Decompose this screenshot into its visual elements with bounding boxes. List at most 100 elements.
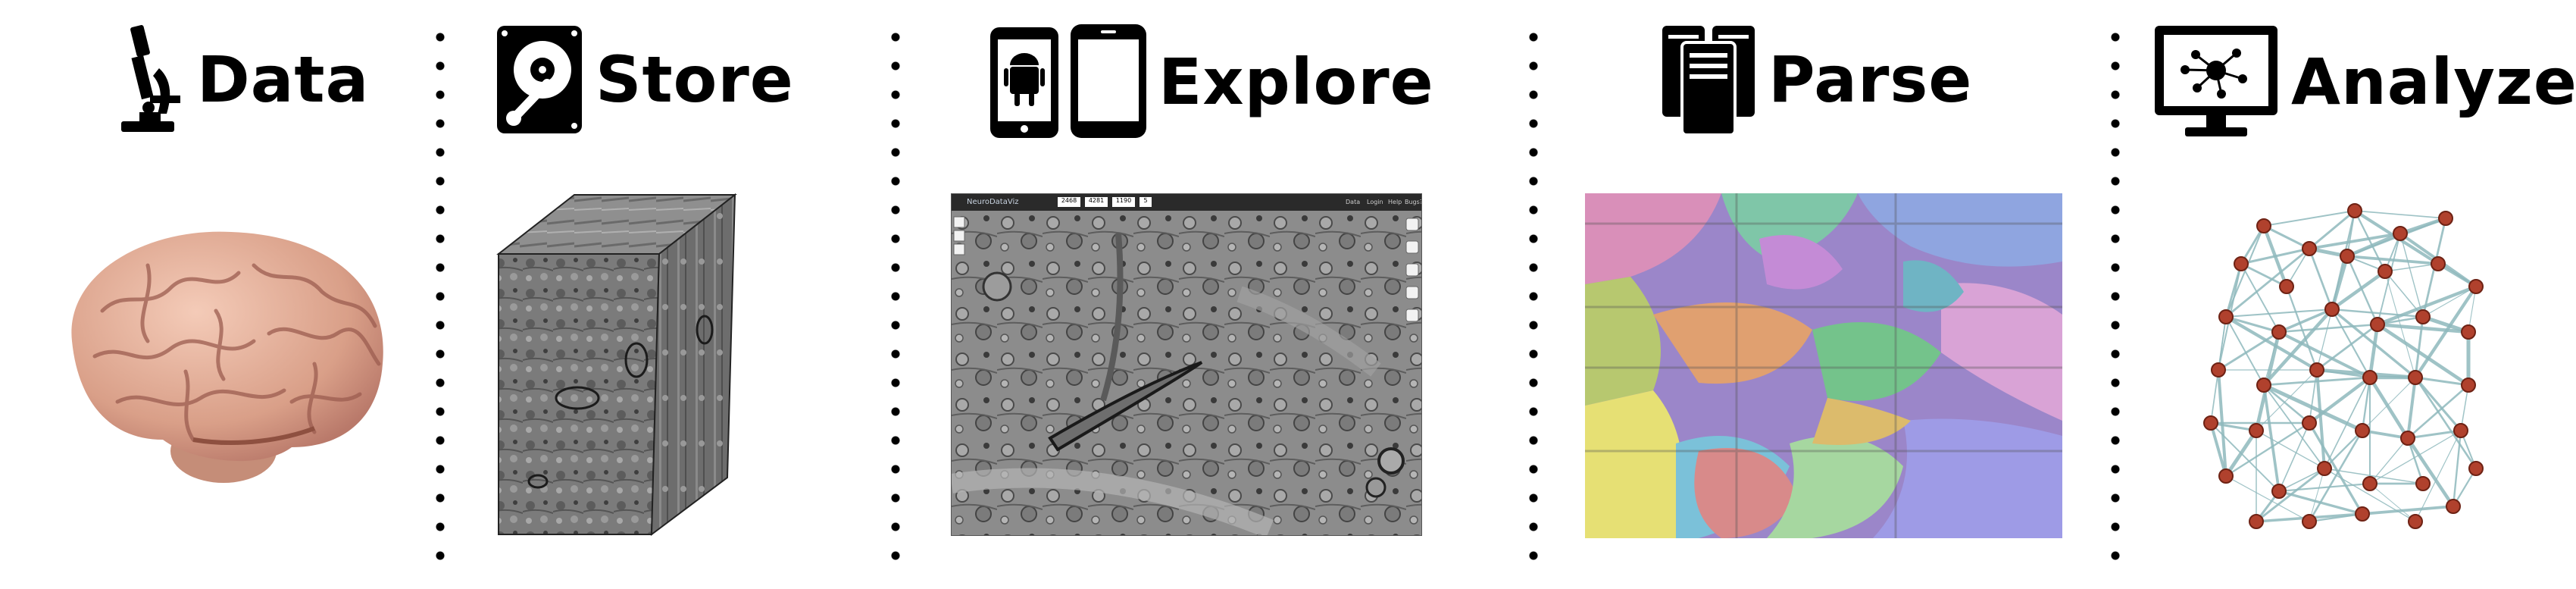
graph-node (2302, 241, 2317, 256)
graph-edge (2263, 384, 2310, 424)
viewer-zoom-field[interactable]: 5 (1140, 197, 1152, 207)
graph-edge (2331, 270, 2387, 311)
graph-edge (2324, 377, 2371, 469)
graph-edge (2278, 490, 2363, 515)
divider-2 (891, 23, 900, 569)
graph-node (2461, 324, 2476, 340)
graph-edge (2460, 384, 2469, 431)
graph-edge (2346, 255, 2439, 265)
graph-edge (2308, 376, 2371, 425)
graph-edge (2377, 284, 2477, 327)
viewer-em-image[interactable] (952, 211, 1421, 535)
graph-edge (2240, 262, 2287, 288)
graph-edge (2225, 475, 2310, 522)
viewer-coord-z[interactable]: 1190 (1112, 197, 1135, 207)
graph-edge (2407, 429, 2462, 440)
graph-node (2408, 370, 2423, 385)
microscope-icon (114, 23, 186, 136)
graph-node (2271, 484, 2287, 499)
graph-edge (2353, 210, 2387, 272)
graph-node (2446, 499, 2461, 514)
graph-edge (2256, 430, 2325, 469)
graph-edge (2406, 437, 2424, 484)
graph-edge (2278, 308, 2333, 334)
graph-node (2355, 506, 2370, 522)
viewer-menu-login[interactable]: Login (1367, 199, 1383, 205)
graph-node (2271, 324, 2287, 340)
graph-edge (2324, 430, 2363, 469)
graph-edge (2240, 247, 2310, 265)
graph-edge (2225, 316, 2265, 386)
graph-edge (2406, 377, 2417, 439)
graph-edge (2278, 482, 2371, 493)
graph-node (2302, 514, 2317, 529)
stage-store-header: Store (494, 23, 794, 136)
stage-data: Data (0, 0, 424, 589)
viewer-coord-y[interactable]: 4281 (1085, 197, 1108, 207)
viewer-coord-x[interactable]: 2468 (1058, 197, 1080, 207)
graph-edge (2278, 331, 2371, 379)
graph-edge (2331, 308, 2424, 318)
stage-analyze: Analyze (2129, 0, 2576, 589)
graph-node (2218, 309, 2234, 324)
server-rack-icon (1659, 23, 1758, 136)
graph-node (2415, 476, 2431, 491)
graph-node (2340, 249, 2355, 264)
graph-edge (2414, 377, 2478, 469)
viewer-menu-data[interactable]: Data (1346, 199, 1361, 205)
graph-edge (2414, 285, 2478, 379)
graph-node (2355, 423, 2370, 438)
graph-node (2256, 378, 2271, 393)
stage-parse-header: Parse (1659, 23, 1972, 136)
graph-node (2468, 279, 2484, 294)
stage-label-explore: Explore (1158, 44, 1434, 119)
divider-4 (2111, 23, 2120, 569)
graph-node (2362, 476, 2377, 491)
graph-node (2218, 468, 2234, 484)
graph-edge (2225, 315, 2280, 334)
graph-edge (2316, 323, 2378, 371)
graph-edge (2407, 384, 2469, 439)
graph-node (2393, 226, 2408, 241)
connectome-graph-image (2196, 203, 2499, 537)
graph-node (2234, 256, 2249, 271)
graph-edge (2309, 512, 2363, 523)
graph-edge (2263, 224, 2310, 250)
graph-edge (2415, 376, 2469, 387)
graph-edge (2278, 323, 2378, 334)
graph-edge (2210, 422, 2280, 492)
graph-edge (2309, 209, 2356, 250)
stage-data-header: Data (114, 23, 369, 136)
graph-edge (2362, 377, 2416, 431)
graph-edge (2308, 248, 2334, 310)
viewer-menu-bugs[interactable]: Bugs? (1405, 199, 1422, 205)
graph-edge (2309, 468, 2325, 522)
graph-edge (2452, 430, 2462, 507)
stage-label-data: Data (197, 42, 370, 117)
graph-node (2431, 256, 2446, 271)
graph-edge (2384, 263, 2439, 272)
graph-edge (2369, 483, 2416, 522)
graph-node (2362, 370, 2377, 385)
graph-node (2438, 211, 2453, 226)
graph-edge (2376, 323, 2470, 387)
graph-edge (2377, 315, 2424, 326)
graph-edge (2399, 233, 2424, 318)
graph-edge (2210, 421, 2257, 432)
graph-node (2400, 431, 2415, 446)
stage-explore-header: Explore (989, 23, 1434, 140)
graph-edge (2362, 429, 2409, 440)
graph-node (2370, 317, 2385, 332)
graph-node (2453, 423, 2468, 438)
graph-edge (2278, 422, 2310, 492)
divider-1 (436, 23, 445, 569)
graph-edge (2308, 422, 2364, 515)
graph-edge (2309, 232, 2401, 250)
graph-edge (2415, 430, 2462, 522)
stage-label-parse: Parse (1768, 42, 1973, 117)
viewer-menu-help[interactable]: Help (1388, 199, 1402, 205)
viewer-app-name[interactable]: NeuroDataViz (967, 198, 1019, 206)
graph-edge (2263, 384, 2325, 469)
graph-edge (2263, 210, 2356, 227)
graph-edge (2414, 376, 2462, 432)
